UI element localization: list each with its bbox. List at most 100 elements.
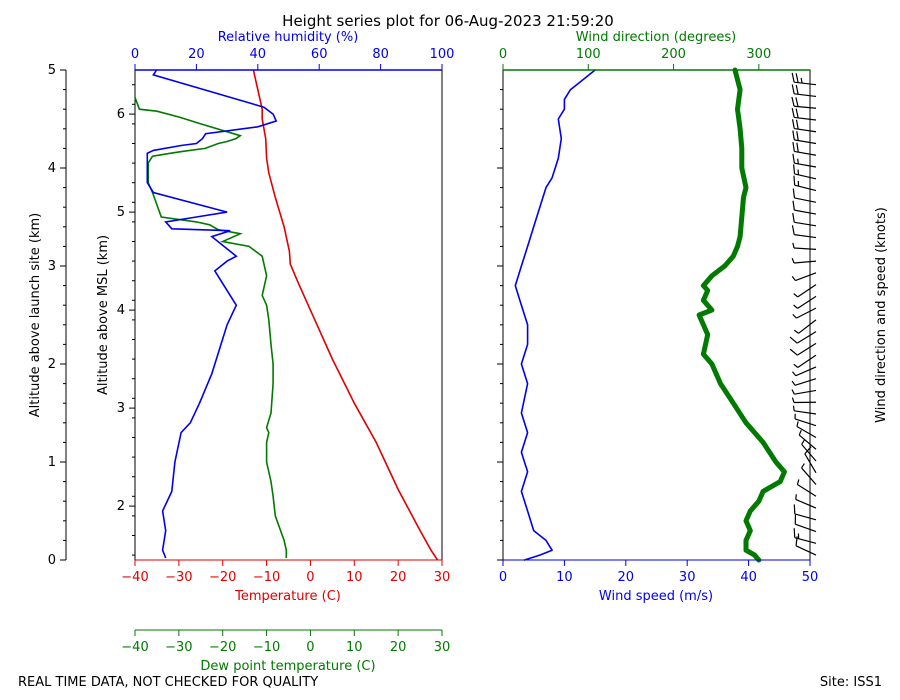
wind-barb	[804, 446, 817, 474]
barb-staff	[794, 247, 817, 250]
wind-barb	[791, 378, 817, 386]
wind-barb	[792, 307, 817, 319]
barb-staff	[795, 366, 817, 377]
wind-barb	[794, 413, 817, 427]
barb-half-flag	[798, 430, 802, 436]
barb-staff	[795, 498, 817, 509]
barb-flag	[792, 212, 795, 223]
wind-barbs-layer	[789, 72, 817, 556]
barb-flag	[793, 164, 796, 174]
barb-flag	[792, 141, 795, 152]
wind-series-layer	[514, 67, 787, 563]
barb-flag	[795, 84, 799, 95]
winddir-tick-label: 200	[661, 47, 686, 62]
wind-barb	[791, 272, 817, 282]
temperature-tick-label: −20	[209, 570, 236, 585]
wind-barb	[791, 397, 817, 404]
barb-staff	[794, 127, 817, 133]
barb-staff	[801, 443, 817, 462]
launch-tick-label: 4	[48, 161, 56, 176]
barb-staff	[794, 81, 817, 86]
barb-staff	[794, 389, 817, 395]
barb-staff	[797, 354, 817, 368]
barb-flag	[791, 72, 795, 83]
barb-half-flag	[793, 304, 798, 309]
barb-half-flag	[791, 257, 795, 264]
msl-tick-label: 3	[117, 401, 125, 416]
barb-half-flag	[795, 494, 797, 500]
barb-staff	[794, 513, 817, 521]
barb-staff	[797, 483, 817, 497]
wind-barb	[791, 389, 817, 395]
msl-tick-label: 2	[117, 499, 125, 514]
wind-barb	[796, 421, 817, 439]
wind-speed-axis-label: Wind speed (m/s)	[599, 589, 713, 604]
wind-barb	[801, 463, 817, 485]
barb-flag	[792, 188, 796, 198]
wind-direction-axis-label: Wind direction (degrees)	[576, 30, 736, 45]
wind-barb	[792, 212, 817, 227]
barb-flag	[796, 131, 799, 141]
wind-barb	[792, 141, 817, 156]
barb-staff	[794, 418, 817, 427]
launch-tick-label: 5	[48, 63, 56, 78]
wind-barb	[792, 405, 817, 415]
wind-barb	[791, 257, 817, 264]
wind-axes-layer: 0 10 20 30 40 50 0 100 200 300	[497, 47, 818, 585]
barb-flag	[796, 142, 799, 153]
barb-flag	[791, 84, 795, 94]
footer-site: Site: ISS1	[820, 675, 882, 690]
barb-staff	[794, 410, 817, 415]
barb-staff	[794, 537, 817, 544]
barb-staff	[794, 260, 817, 264]
wind-barb	[793, 504, 817, 521]
launch-tick-label: 1	[48, 455, 56, 470]
msl-altitude-label: Altitude above MSL (km)	[96, 235, 111, 395]
wind-barb	[792, 188, 817, 203]
barb-half-flag	[791, 397, 795, 403]
wind-barb	[792, 153, 817, 168]
barb-half-flag	[797, 158, 799, 164]
barb-flag	[791, 96, 795, 107]
temperature-tick-label: −30	[165, 570, 192, 585]
barb-half-flag	[796, 479, 800, 485]
barb-staff	[795, 272, 817, 282]
temperature-tick-label: 10	[346, 570, 363, 585]
barb-half-flag	[791, 276, 796, 281]
temperature-tick-label: 0	[306, 570, 314, 585]
dewpoint-tick-label: −40	[121, 640, 148, 655]
barb-staff	[794, 184, 817, 192]
chart-title: Height series plot for 06-Aug-2023 21:59…	[282, 12, 614, 30]
dewpoint-tick-label: 10	[346, 640, 363, 655]
barb-flag	[792, 200, 795, 211]
wind-panel: 0 10 20 30 40 50 0 100 200 300 Wind direction (de…	[497, 30, 889, 604]
barb-staff	[796, 425, 817, 439]
launch-tick-label: 0	[48, 553, 56, 568]
dewpoint-tick-label: −10	[253, 640, 280, 655]
wind-barb	[791, 366, 817, 377]
barb-flag	[793, 175, 796, 186]
wind-speed-series-line	[514, 69, 596, 561]
wind-barb	[789, 331, 817, 344]
wind-barb	[795, 494, 817, 509]
temperature-tick-label: −10	[253, 570, 280, 585]
barb-staff	[804, 453, 817, 474]
rh-series-line	[146, 69, 278, 559]
thermo-series-layer	[134, 69, 439, 561]
wind-barbs-label: Wind direction and speed (knots)	[874, 207, 889, 423]
launch-altitude-label: Altitude above launch site (km)	[28, 213, 43, 417]
wind-barb	[801, 439, 817, 462]
barb-flag	[791, 225, 795, 235]
barb-staff	[794, 105, 817, 109]
wind-barb	[793, 295, 817, 309]
dewpoint-axis-label: Dew point temperature (C)	[200, 659, 375, 674]
wind-barb	[792, 130, 817, 145]
winddir-tick-label: 0	[499, 47, 507, 62]
barb-staff	[801, 467, 817, 485]
barb-staff	[797, 284, 817, 298]
windspeed-tick-label: 20	[618, 570, 635, 585]
barb-flag	[789, 336, 798, 344]
barb-staff	[797, 342, 817, 356]
wind-barb	[791, 96, 817, 109]
barb-staff	[794, 209, 817, 215]
